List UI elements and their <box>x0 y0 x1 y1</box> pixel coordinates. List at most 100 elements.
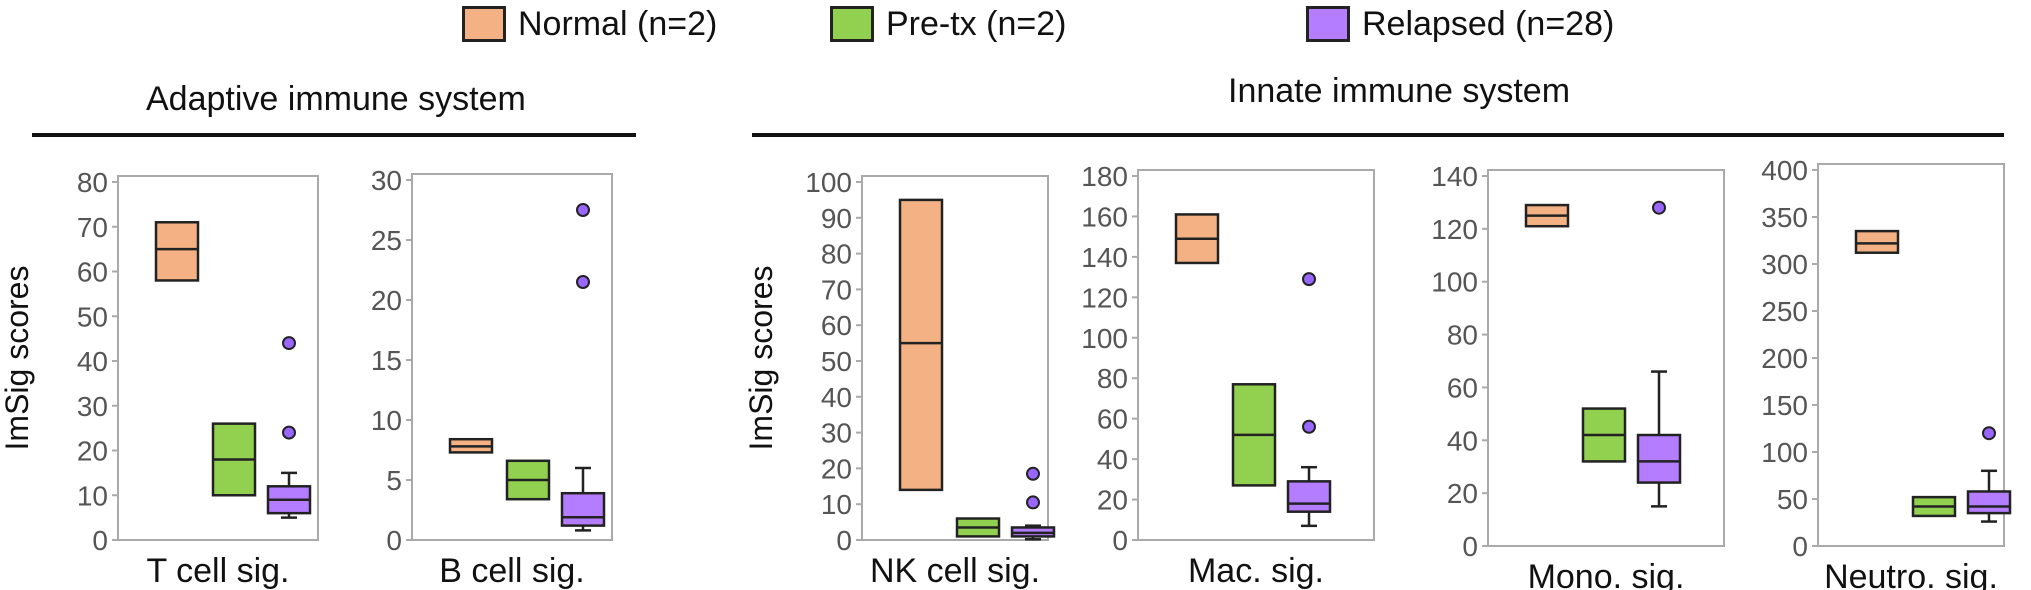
panel-2-ytick-label: 20 <box>371 285 402 316</box>
panel-6-normal-box <box>1854 229 1900 254</box>
panel-1-ytick-label: 60 <box>77 257 108 288</box>
panel-1-relapsed-outlier <box>282 336 296 351</box>
panel-5-frame <box>1487 169 1725 547</box>
panel-4-relapsed-outlier <box>1302 419 1316 434</box>
panel-3-ytick-label: 20 <box>821 453 852 484</box>
panel-4-ytick-label: 20 <box>1097 485 1128 516</box>
legend-label-pretx: Pre-tx (n=2) <box>886 4 1067 43</box>
panel-5-relapsed-box <box>1636 433 1682 484</box>
panel-5-ytick-label: 40 <box>1447 425 1478 456</box>
panel-2-ytick-label: 0 <box>386 525 402 556</box>
group-title-adaptive: Adaptive immune system <box>146 80 526 118</box>
panel-4-ytick-label: 180 <box>1081 161 1128 192</box>
panel-2-ytick-label: 5 <box>386 465 402 496</box>
panel-1-ytick-label: 70 <box>77 212 108 243</box>
panel-4-ytick-label: 60 <box>1097 404 1128 435</box>
panel-6-ytick-label: 50 <box>1777 484 1808 515</box>
panel-5-ytick-label: 60 <box>1447 372 1478 403</box>
panel-5-ytick-label: 140 <box>1431 161 1478 192</box>
panel-3-normal-box <box>898 198 944 492</box>
legend-swatch-normal <box>462 6 506 42</box>
panel-2-ytick-label: 25 <box>371 225 402 256</box>
panel-1-ytick-label: 10 <box>77 480 108 511</box>
panel-4-ytick-label: 40 <box>1097 444 1128 475</box>
panel-3-ytick-label: 80 <box>821 239 852 270</box>
panel-6-xlabel: Neutro. sig. <box>1824 558 1998 590</box>
panel-4-relapsed-box <box>1286 480 1332 513</box>
panel-5-ytick-label: 120 <box>1431 214 1478 245</box>
panel-3-xlabel: NK cell sig. <box>870 552 1040 590</box>
panel-3-frame <box>861 175 1049 541</box>
legend-item-pretx: Pre-tx (n=2) <box>830 2 1066 46</box>
panel-6-relapsed-outlier <box>1982 426 1996 441</box>
legend-swatch-relapsed <box>1306 6 1350 42</box>
legend-label-relapsed: Relapsed (n=28) <box>1362 4 1615 43</box>
group-title-innate: Innate immune system <box>1228 72 1571 110</box>
panel-6-ytick-label: 150 <box>1761 390 1808 421</box>
panel-2-ytick-label: 10 <box>371 405 402 436</box>
panel-4-frame <box>1137 169 1375 541</box>
panel-4-ytick-label: 120 <box>1081 282 1128 313</box>
panel-6-ytick-label: 0 <box>1792 531 1808 562</box>
panel-3-ytick-label: 90 <box>821 203 852 234</box>
panel-3-ytick-label: 50 <box>821 346 852 377</box>
panel-3-ytick-label: 0 <box>836 525 852 556</box>
panel-1-ylabel: ImSig scores <box>0 266 35 451</box>
panel-3-ytick-label: 100 <box>805 167 852 198</box>
panel-2-xlabel: B cell sig. <box>439 552 585 590</box>
panel-5-ytick-label: 80 <box>1447 320 1478 351</box>
panel-3-ylabel: ImSig scores <box>743 266 779 451</box>
panel-2-relapsed-outlier <box>576 203 590 217</box>
panel-4-xlabel: Mac. sig. <box>1188 552 1324 590</box>
panel-3-relapsed-outlier <box>1026 495 1040 510</box>
panel-5-xlabel: Mono. sig. <box>1528 558 1685 590</box>
panel-5-ytick-label: 100 <box>1431 267 1478 298</box>
panel-2-frame <box>411 173 613 541</box>
panel-1-frame <box>117 175 319 541</box>
panel-4-ytick-label: 160 <box>1081 201 1128 232</box>
panel-6-relapsed-box <box>1966 490 2012 515</box>
panel-6-ytick-label: 100 <box>1761 437 1808 468</box>
panel-4-ytick-label: 100 <box>1081 323 1128 354</box>
panel-3-ytick-label: 30 <box>821 418 852 449</box>
panel-3-ytick-label: 10 <box>821 489 852 520</box>
panel-1-xlabel: T cell sig. <box>147 552 290 590</box>
panel-2-ytick-label: 30 <box>371 165 402 196</box>
panel-3-ytick-label: 40 <box>821 382 852 413</box>
legend-item-normal: Normal (n=2) <box>462 2 717 46</box>
legend: Normal (n=2) Pre-tx (n=2) Relapsed (n=28… <box>0 0 2031 60</box>
legend-label-normal: Normal (n=2) <box>518 4 718 43</box>
panel-3-relapsed-outlier <box>1026 466 1040 481</box>
panel-5-ytick-label: 0 <box>1462 531 1478 562</box>
panel-2-relapsed-outlier <box>576 275 590 289</box>
panel-1-normal-box <box>154 221 200 282</box>
panel-2-ytick-label: 15 <box>371 345 402 376</box>
legend-swatch-pretx <box>830 6 874 42</box>
panel-4-ytick-label: 80 <box>1097 363 1128 394</box>
panel-1-ytick-label: 40 <box>77 346 108 377</box>
panel-1-ytick-label: 50 <box>77 301 108 332</box>
panel-6-ytick-label: 300 <box>1761 249 1808 280</box>
panel-1-ytick-label: 30 <box>77 391 108 422</box>
panel-6-ytick-label: 400 <box>1761 155 1808 186</box>
panel-1-ytick-label: 0 <box>92 525 108 556</box>
panel-4-ytick-label: 140 <box>1081 242 1128 273</box>
panel-4-ytick-label: 0 <box>1112 525 1128 556</box>
panel-1-relapsed-outlier <box>282 425 296 440</box>
panel-6-frame <box>1817 163 2005 547</box>
panel-6-ytick-label: 200 <box>1761 343 1808 374</box>
legend-item-relapsed: Relapsed (n=28) <box>1306 2 1614 46</box>
panel-6-ytick-label: 250 <box>1761 296 1808 327</box>
panel-3-ytick-label: 70 <box>821 274 852 305</box>
panel-1-ytick-label: 20 <box>77 436 108 467</box>
panel-6-ytick-label: 350 <box>1761 202 1808 233</box>
panel-3-ytick-label: 60 <box>821 310 852 341</box>
panel-4-relapsed-outlier <box>1302 272 1316 287</box>
group-rule-adaptive <box>32 133 636 137</box>
panel-5-ytick-label: 20 <box>1447 478 1478 509</box>
panel-5-relapsed-outlier <box>1652 200 1666 215</box>
panel-2-relapsed-box <box>560 491 606 527</box>
panel-1-ytick-label: 80 <box>77 167 108 198</box>
group-rule-innate <box>752 133 2004 137</box>
